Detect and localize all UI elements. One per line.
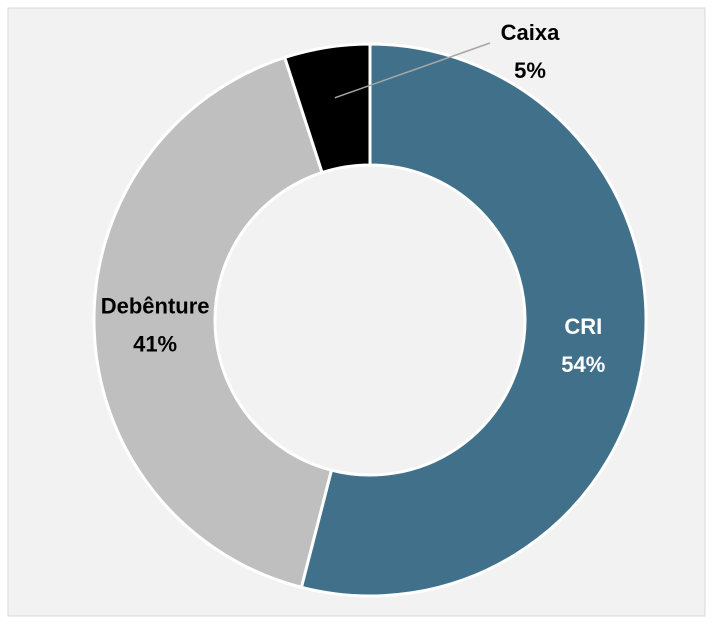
slice-value-label: 54% [561,352,605,377]
slice-value-label: 41% [133,332,177,357]
donut-slice [92,55,334,590]
donut-slice [299,42,648,598]
slice-label: CRI [564,314,602,339]
leader-line [334,42,491,99]
slice-label: Debênture [101,294,210,319]
slice-label: Caixa [501,20,560,45]
donut-slice [282,42,372,175]
slice-value-label: 5% [514,58,546,83]
